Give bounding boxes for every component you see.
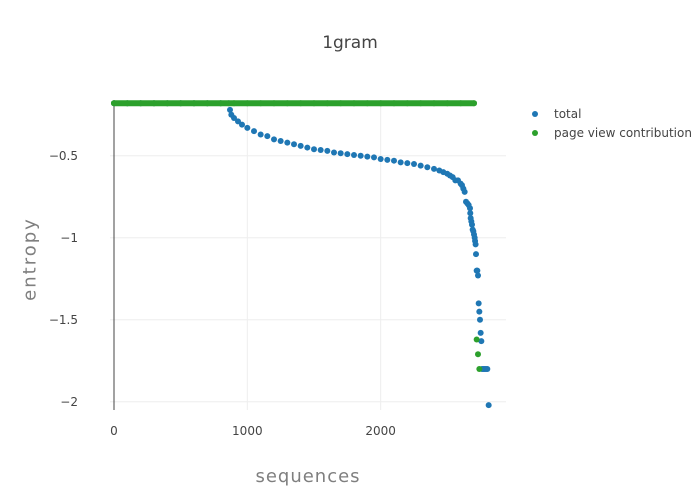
data-point bbox=[251, 128, 257, 135]
data-point bbox=[239, 121, 245, 128]
legend-label-page-view-contribution: page view contribution bbox=[554, 125, 692, 140]
x-tick-label: 2000 bbox=[365, 424, 396, 438]
y-tick-label: −1.5 bbox=[49, 313, 78, 327]
data-point bbox=[377, 156, 384, 163]
data-point bbox=[424, 164, 431, 171]
chart-title: 1gram bbox=[322, 33, 378, 53]
data-point bbox=[244, 124, 251, 131]
data-point bbox=[411, 160, 417, 167]
data-point bbox=[461, 188, 468, 195]
x-tick-labels: 0 1000 2000 bbox=[110, 424, 396, 438]
gridlines bbox=[110, 100, 506, 410]
data-point bbox=[475, 272, 481, 279]
data-point bbox=[477, 329, 484, 336]
data-point bbox=[371, 154, 377, 161]
data-point bbox=[476, 365, 483, 372]
legend-marker-page-view-contribution bbox=[532, 129, 538, 136]
data-point bbox=[484, 365, 491, 372]
data-point bbox=[364, 153, 371, 160]
legend-item-total[interactable]: total bbox=[530, 104, 692, 123]
y-tick-labels: −0.5 −1 −1.5 −2 bbox=[49, 149, 78, 409]
y-tick-label: −1 bbox=[60, 231, 78, 245]
data-point bbox=[284, 139, 291, 146]
data-point bbox=[391, 157, 397, 164]
legend: total page view contribution bbox=[530, 104, 692, 142]
data-point bbox=[297, 142, 304, 149]
x-axis-title: sequences bbox=[255, 466, 361, 487]
data-point bbox=[291, 141, 297, 148]
data-point bbox=[467, 210, 474, 217]
data-points bbox=[111, 100, 492, 409]
data-point bbox=[351, 151, 357, 158]
data-point bbox=[231, 115, 237, 122]
data-point bbox=[304, 144, 311, 151]
data-point bbox=[467, 205, 473, 212]
data-point bbox=[485, 402, 492, 409]
data-point bbox=[357, 152, 364, 159]
x-tick-label: 1000 bbox=[232, 424, 263, 438]
data-point bbox=[235, 118, 241, 125]
data-point bbox=[404, 160, 411, 167]
data-point bbox=[264, 133, 271, 140]
data-point bbox=[324, 147, 331, 154]
data-point bbox=[384, 156, 391, 163]
x-tick-label: 0 bbox=[110, 424, 118, 438]
series-total bbox=[111, 100, 492, 409]
data-point bbox=[475, 300, 482, 307]
y-axis-title: entropy bbox=[19, 217, 41, 301]
data-point bbox=[478, 338, 485, 345]
data-point bbox=[317, 147, 324, 154]
data-point bbox=[473, 336, 480, 343]
data-point bbox=[397, 159, 404, 166]
data-point bbox=[257, 131, 264, 138]
data-point bbox=[473, 251, 479, 258]
data-point bbox=[472, 241, 479, 248]
y-tick-label: −2 bbox=[60, 395, 78, 409]
legend-marker-total bbox=[532, 110, 538, 117]
data-point bbox=[277, 138, 284, 145]
data-point bbox=[271, 136, 277, 143]
data-point bbox=[469, 221, 475, 228]
data-point bbox=[417, 162, 424, 169]
data-point bbox=[331, 149, 337, 156]
legend-item-page-view-contribution[interactable]: page view contribution bbox=[530, 123, 692, 142]
data-point bbox=[476, 308, 483, 315]
data-point bbox=[344, 151, 351, 158]
legend-label-total: total bbox=[554, 106, 582, 121]
data-point bbox=[337, 150, 344, 157]
data-point bbox=[477, 316, 483, 323]
data-point bbox=[431, 165, 437, 172]
data-point bbox=[475, 351, 481, 358]
series-page-view-contribution bbox=[111, 100, 483, 372]
data-point bbox=[311, 146, 317, 153]
data-point bbox=[474, 267, 481, 274]
y-tick-label: −0.5 bbox=[49, 149, 78, 163]
data-point bbox=[227, 106, 233, 113]
